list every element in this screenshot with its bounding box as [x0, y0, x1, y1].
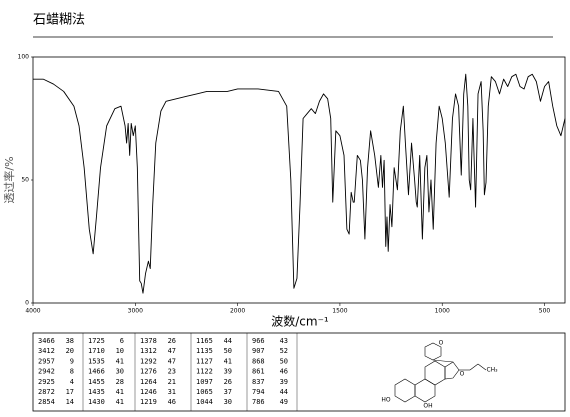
peak-wavenumber: 2925	[38, 378, 55, 386]
peak-transmittance: 46	[168, 398, 176, 406]
y-tick-label: 50	[21, 177, 29, 184]
peak-transmittance: 30	[116, 368, 124, 376]
structure-label: OH	[423, 403, 432, 410]
peak-transmittance: 6	[120, 337, 124, 345]
peak-wavenumber: 1165	[196, 337, 213, 345]
peak-wavenumber: 1135	[196, 347, 213, 355]
peak-wavenumber: 1122	[196, 368, 213, 376]
peak-transmittance: 41	[224, 357, 232, 365]
peak-transmittance: 28	[116, 378, 124, 386]
peak-transmittance: 21	[168, 378, 176, 386]
y-tick-label: 0	[25, 300, 29, 307]
peak-table-frame	[32, 332, 566, 412]
peak-transmittance: 4	[70, 378, 74, 386]
peak-wavenumber: 794	[252, 388, 265, 396]
peak-wavenumber: 3466	[38, 337, 55, 345]
peak-transmittance: 14	[66, 398, 74, 406]
peak-wavenumber: 1264	[140, 378, 157, 386]
peak-wavenumber: 786	[252, 398, 265, 406]
structure-drawing	[394, 342, 487, 403]
peak-transmittance: 17	[66, 388, 74, 396]
peak-transmittance: 26	[168, 337, 176, 345]
peak-transmittance: 9	[70, 357, 74, 365]
peak-wavenumber: 1292	[140, 357, 157, 365]
peak-wavenumber: 861	[252, 368, 265, 376]
plot-frame	[32, 56, 566, 304]
peak-transmittance: 31	[168, 388, 176, 396]
peak-transmittance: 10	[116, 347, 124, 355]
structure-label: HO	[381, 397, 391, 404]
peak-transmittance: 44	[280, 388, 288, 396]
peak-transmittance: 50	[224, 347, 232, 355]
peak-wavenumber: 1097	[196, 378, 213, 386]
peak-wavenumber: 1710	[88, 347, 105, 355]
page-title: 石蜡糊法	[33, 12, 85, 28]
peak-transmittance: 41	[116, 398, 124, 406]
x-tick-label: 500	[539, 308, 551, 315]
peak-wavenumber: 2872	[38, 388, 55, 396]
x-tick-label: 1500	[332, 308, 347, 315]
peak-transmittance: 41	[116, 357, 124, 365]
peak-wavenumber: 2854	[38, 398, 55, 406]
peak-transmittance: 44	[224, 337, 232, 345]
structure-label: CH₃	[486, 367, 498, 374]
x-tick-label: 4000	[25, 308, 40, 315]
peak-transmittance: 38	[66, 337, 74, 345]
peak-transmittance: 47	[168, 347, 176, 355]
peak-wavenumber: 907	[252, 347, 265, 355]
peak-transmittance: 39	[224, 368, 232, 376]
peak-transmittance: 39	[280, 378, 288, 386]
peak-transmittance: 8	[70, 368, 74, 376]
peak-wavenumber: 2942	[38, 368, 55, 376]
peak-transmittance: 20	[66, 347, 74, 355]
peak-transmittance: 37	[224, 388, 232, 396]
x-axis-label: 波数/cm⁻¹	[271, 314, 329, 329]
peak-wavenumber: 1246	[140, 388, 157, 396]
peak-wavenumber: 1312	[140, 347, 157, 355]
y-axis-label: 透过率/%	[2, 156, 16, 203]
peak-wavenumber: 1219	[140, 398, 157, 406]
y-tick-label: 100	[18, 54, 30, 61]
peak-wavenumber: 1065	[196, 388, 213, 396]
peak-transmittance: 52	[280, 347, 288, 355]
peak-wavenumber: 1378	[140, 337, 157, 345]
spectrum-line	[33, 73, 566, 294]
peak-transmittance: 30	[224, 398, 232, 406]
x-tick-label: 3000	[128, 308, 143, 315]
peak-transmittance: 49	[280, 398, 288, 406]
peak-transmittance: 43	[280, 337, 288, 345]
x-tick-label: 1000	[435, 308, 450, 315]
peak-transmittance: 23	[168, 368, 176, 376]
peak-transmittance: 47	[168, 357, 176, 365]
peak-transmittance: 26	[224, 378, 232, 386]
x-tick-label: 2000	[230, 308, 245, 315]
peak-wavenumber: 1725	[88, 337, 105, 345]
peak-wavenumber: 3412	[38, 347, 55, 355]
peak-wavenumber: 1127	[196, 357, 213, 365]
peak-wavenumber: 868	[252, 357, 265, 365]
structure-label: O	[439, 340, 444, 347]
peak-wavenumber: 1430	[88, 398, 105, 406]
peak-wavenumber: 1044	[196, 398, 213, 406]
peak-wavenumber: 837	[252, 378, 265, 386]
peak-wavenumber: 1276	[140, 368, 157, 376]
peak-wavenumber: 1435	[88, 388, 105, 396]
peak-transmittance: 46	[280, 368, 288, 376]
peak-wavenumber: 1455	[88, 378, 105, 386]
structure-label: O	[460, 371, 465, 378]
peak-wavenumber: 1535	[88, 357, 105, 365]
peak-transmittance: 41	[116, 388, 124, 396]
peak-transmittance: 50	[280, 357, 288, 365]
peak-wavenumber: 966	[252, 337, 265, 345]
peak-wavenumber: 1466	[88, 368, 105, 376]
peak-wavenumber: 2957	[38, 357, 55, 365]
